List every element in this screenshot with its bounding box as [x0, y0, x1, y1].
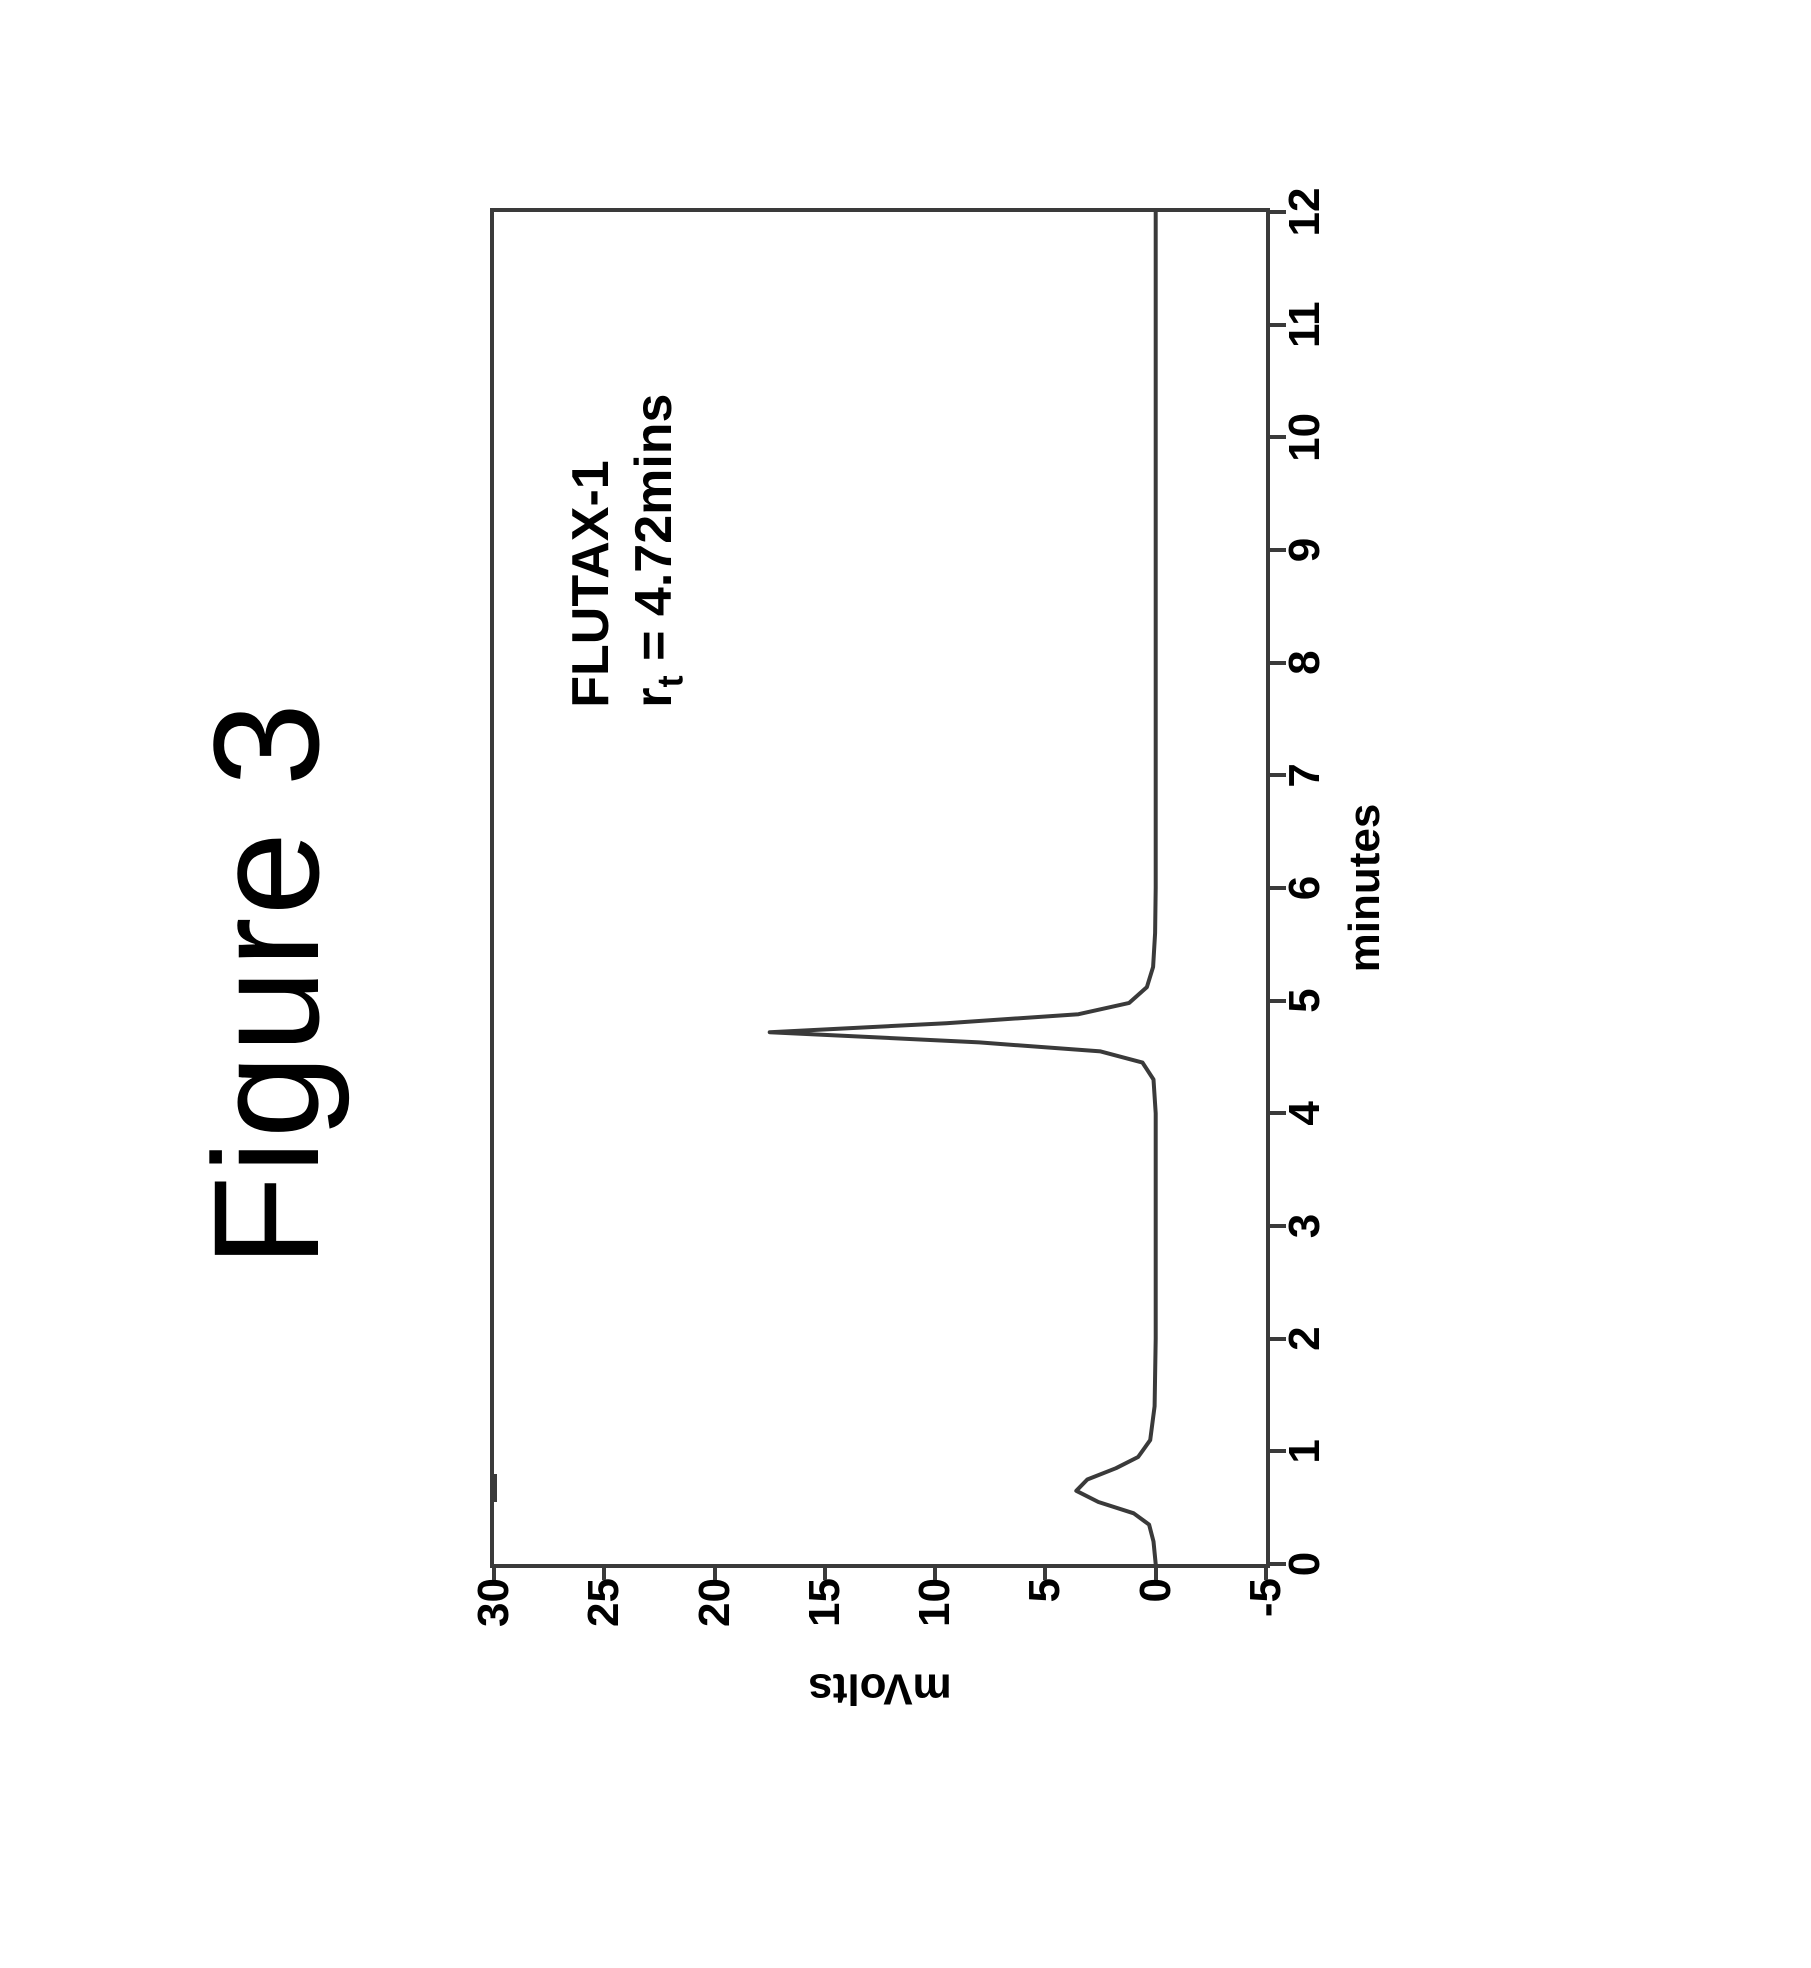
annotation-rt-r: r [625, 687, 683, 707]
x-tick-mark [1270, 1224, 1286, 1228]
y-tick-label: 20 [690, 1578, 740, 1698]
rotated-content: Figure 3 mVolts minutes -5051015202530 0… [0, 0, 1811, 1968]
y-tick-label: 15 [800, 1578, 850, 1698]
y-tick-label: 10 [910, 1578, 960, 1698]
x-tick-mark [1270, 661, 1286, 665]
y-tick-mark [713, 1564, 717, 1580]
x-tick-mark [1270, 548, 1286, 552]
page: Figure 3 mVolts minutes -5051015202530 0… [0, 0, 1811, 1968]
y-tick-label: 30 [469, 1578, 519, 1698]
x-tick-mark [1270, 323, 1286, 327]
peak-annotation: FLUTAX-1 rt = 4.72mins [560, 394, 691, 708]
figure-title: Figure 3 [180, 0, 353, 1968]
x-tick-label: 6 [1280, 848, 1330, 928]
x-tick-label: 10 [1280, 397, 1330, 477]
y-tick-label: 25 [579, 1578, 629, 1698]
x-tick-label: 8 [1280, 623, 1330, 703]
x-tick-label: 3 [1280, 1186, 1330, 1266]
y-tick-label: 5 [1020, 1578, 1070, 1698]
y-tick-mark [823, 1564, 827, 1580]
x-tick-label: 7 [1280, 735, 1330, 815]
y-tick-mark [933, 1564, 937, 1580]
annotation-line2: rt = 4.72mins [623, 394, 692, 708]
x-tick-label: 5 [1280, 961, 1330, 1041]
chromatogram-chart: mVolts minutes -5051015202530 0123456789… [470, 188, 1470, 1708]
x-tick-label: 1 [1280, 1411, 1330, 1491]
y-tick-mark [492, 1564, 496, 1580]
x-tick-mark [1270, 1562, 1286, 1566]
annotation-line1: FLUTAX-1 [560, 394, 622, 708]
y-tick-mark [1154, 1564, 1158, 1580]
x-tick-mark [1270, 886, 1286, 890]
x-tick-mark [1270, 1111, 1286, 1115]
annotation-rt-t: t [649, 675, 690, 687]
x-tick-label: 9 [1280, 510, 1330, 590]
x-tick-mark [1270, 1449, 1286, 1453]
x-tick-mark [1270, 435, 1286, 439]
x-tick-mark [1270, 1337, 1286, 1341]
y-tick-mark [1264, 1564, 1268, 1580]
x-tick-label: 0 [1280, 1524, 1330, 1604]
x-tick-label: 2 [1280, 1299, 1330, 1379]
x-tick-label: 4 [1280, 1073, 1330, 1153]
x-tick-label: 11 [1280, 285, 1330, 365]
x-tick-mark [1270, 210, 1286, 214]
x-tick-mark [1270, 773, 1286, 777]
top-marker-dash [491, 1474, 497, 1502]
annotation-rt-rest: = 4.72mins [625, 394, 683, 676]
x-tick-mark [1270, 999, 1286, 1003]
y-tick-label: 0 [1131, 1578, 1181, 1698]
y-tick-mark [602, 1564, 606, 1580]
x-axis-label: minutes [1340, 208, 1390, 1568]
y-tick-mark [1043, 1564, 1047, 1580]
x-tick-label: 12 [1280, 172, 1330, 252]
